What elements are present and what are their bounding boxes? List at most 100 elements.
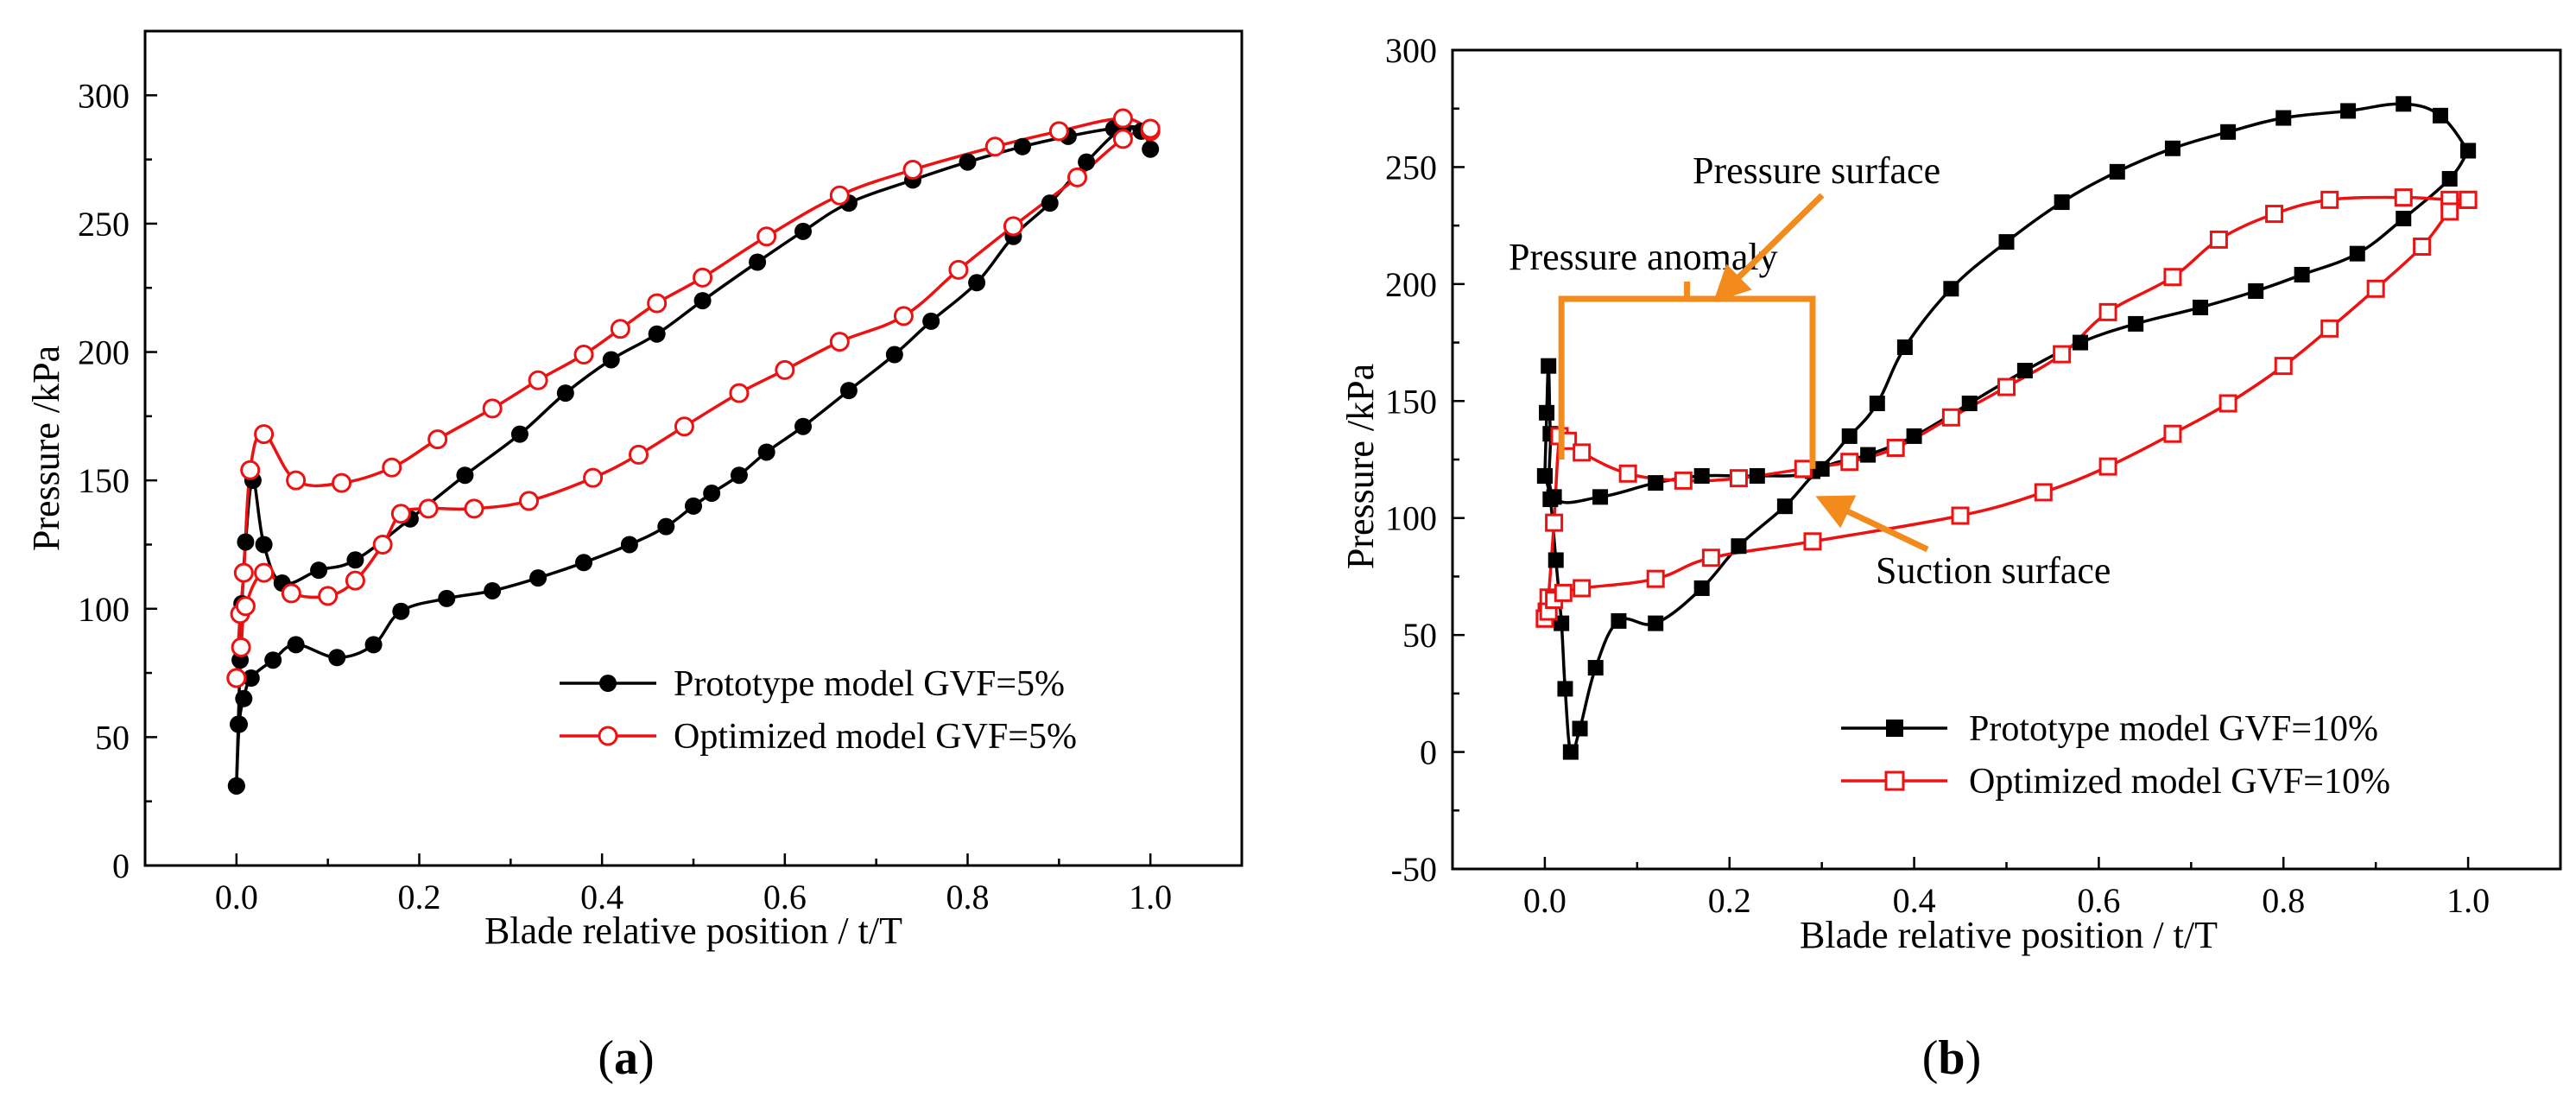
data-point-b-0 <box>1869 395 1885 411</box>
y-axis-a: 0 50 100 150 200 250 300 <box>78 76 157 885</box>
data-point-b-1 <box>1573 579 1592 598</box>
data-point-b-1 <box>1840 453 1859 472</box>
data-point-a-0 <box>959 153 977 171</box>
y-tick-label-a: 250 <box>78 205 130 244</box>
data-point-a-1 <box>235 596 256 617</box>
data-point-b-0 <box>1896 339 1913 355</box>
data-point-a-1 <box>226 668 247 688</box>
data-point-b-0 <box>1693 467 1710 484</box>
data-point-b-0 <box>1562 744 1579 760</box>
data-point-a-1 <box>902 160 923 181</box>
data-point-b-0 <box>1943 281 1959 297</box>
data-point-a-1 <box>382 457 402 478</box>
data-point-a-1 <box>583 467 604 488</box>
data-point-a-1 <box>693 267 713 288</box>
data-point-a-1 <box>1112 108 1133 129</box>
x-tick-label-a: 1.0 <box>1129 878 1172 916</box>
data-point-b-0 <box>2460 143 2477 159</box>
x-tick-label-b: 0.4 <box>1893 881 1936 920</box>
data-point-a-1 <box>482 398 503 419</box>
data-point-a-0 <box>1014 137 1031 155</box>
data-point-a-0 <box>620 536 638 554</box>
data-point-b-0 <box>2073 334 2089 351</box>
data-point-b-0 <box>1813 460 1830 477</box>
data-point-a-1 <box>464 498 484 519</box>
data-point-b-0 <box>2248 282 2264 299</box>
x-axis-title-a: Blade relative position / t/T <box>484 910 902 952</box>
data-point-b-0 <box>1572 720 1588 737</box>
data-point-a-0 <box>757 443 775 461</box>
data-point-b-0 <box>2441 170 2458 187</box>
data-point-b-1 <box>2053 345 2072 364</box>
data-point-a-0 <box>346 551 364 569</box>
y-tick-label-b: 250 <box>1385 148 1437 187</box>
data-point-a-1 <box>1140 118 1161 139</box>
data-point-a-1 <box>1048 121 1069 142</box>
data-point-a-1 <box>756 226 777 247</box>
data-point-a-0 <box>749 253 767 271</box>
data-point-a-0 <box>602 351 620 369</box>
legend-label-prototype-a: Prototype model GVF=5% <box>674 664 1065 704</box>
data-point-a-0 <box>657 517 675 536</box>
data-point-a-1 <box>984 136 1005 157</box>
data-point-a-1 <box>231 637 251 657</box>
y-tick-label-b: 100 <box>1385 499 1437 538</box>
y-tick-label-b: -50 <box>1391 850 1437 889</box>
series-markers-a <box>226 108 1161 795</box>
panel-label-a: (a) <box>598 1031 654 1085</box>
data-point-a-1 <box>893 306 914 327</box>
data-point-a-0 <box>922 312 940 330</box>
x-axis-b: 0.0 0.2 0.4 0.6 0.8 1.0 <box>1451 857 2562 920</box>
data-point-a-1 <box>829 332 850 352</box>
anomaly-bracket <box>1558 295 1816 469</box>
suction-surface-annotation: Suction surface <box>1876 549 2111 592</box>
legend-b: Prototype model GVF=10% Optimized model … <box>1841 709 2390 802</box>
data-point-b-0 <box>1536 467 1553 484</box>
y-tick-label-a: 50 <box>95 718 130 757</box>
data-point-a-0 <box>794 222 812 240</box>
data-point-b-1 <box>2413 238 2432 257</box>
x-tick-label-b: 0.6 <box>2077 881 2120 920</box>
x-tick-label-b: 0.0 <box>1523 881 1566 920</box>
data-point-b-1 <box>2394 188 2413 207</box>
y-tick-label-a: 150 <box>78 461 130 500</box>
data-point-b-1 <box>2098 302 2117 321</box>
data-point-a-0 <box>794 417 812 435</box>
data-point-a-1 <box>948 259 969 280</box>
data-point-b-1 <box>2459 190 2478 209</box>
data-point-a-1 <box>1003 216 1023 237</box>
x-tick-label-a: 0.6 <box>763 878 807 916</box>
data-point-a-0 <box>693 292 712 310</box>
data-point-b-1 <box>2265 205 2284 224</box>
data-point-a-1 <box>418 498 439 519</box>
x-axis-a: 0.0 0.2 0.4 0.6 0.8 1.0 <box>143 853 1244 916</box>
data-point-b-1 <box>2209 230 2228 249</box>
y-tick-label-b: 300 <box>1385 31 1437 70</box>
data-point-b-0 <box>1906 428 1922 444</box>
data-point-a-1 <box>528 370 548 390</box>
data-point-b-0 <box>1587 660 1604 676</box>
legend-label-prototype-b: Prototype model GVF=10% <box>1969 709 2378 749</box>
y-axis-title-a: Pressure /kPa <box>25 346 67 551</box>
data-point-a-1 <box>1112 129 1133 149</box>
x-tick-label-a: 0.8 <box>946 878 990 916</box>
data-point-b-1 <box>2163 424 2182 443</box>
data-point-a-0 <box>968 274 986 292</box>
data-point-a-0 <box>264 651 282 669</box>
data-point-b-1 <box>2320 319 2339 338</box>
data-point-b-1 <box>1573 443 1592 462</box>
legend-marker-optimized-b <box>1884 770 1905 791</box>
data-point-a-0 <box>1142 140 1160 158</box>
data-point-b-0 <box>2193 299 2209 315</box>
data-point-a-0 <box>392 602 410 620</box>
data-point-b-1 <box>2440 202 2459 221</box>
data-point-b-0 <box>1547 552 1564 568</box>
data-point-a-1 <box>674 416 694 437</box>
data-point-a-1 <box>1067 167 1087 187</box>
data-point-a-0 <box>685 497 702 515</box>
x-tick-label-b: 0.2 <box>1708 881 1751 920</box>
data-point-a-0 <box>227 777 245 795</box>
panel-letter-b: b <box>1938 1031 1965 1085</box>
panel-label-b: (b) <box>1922 1031 1981 1085</box>
